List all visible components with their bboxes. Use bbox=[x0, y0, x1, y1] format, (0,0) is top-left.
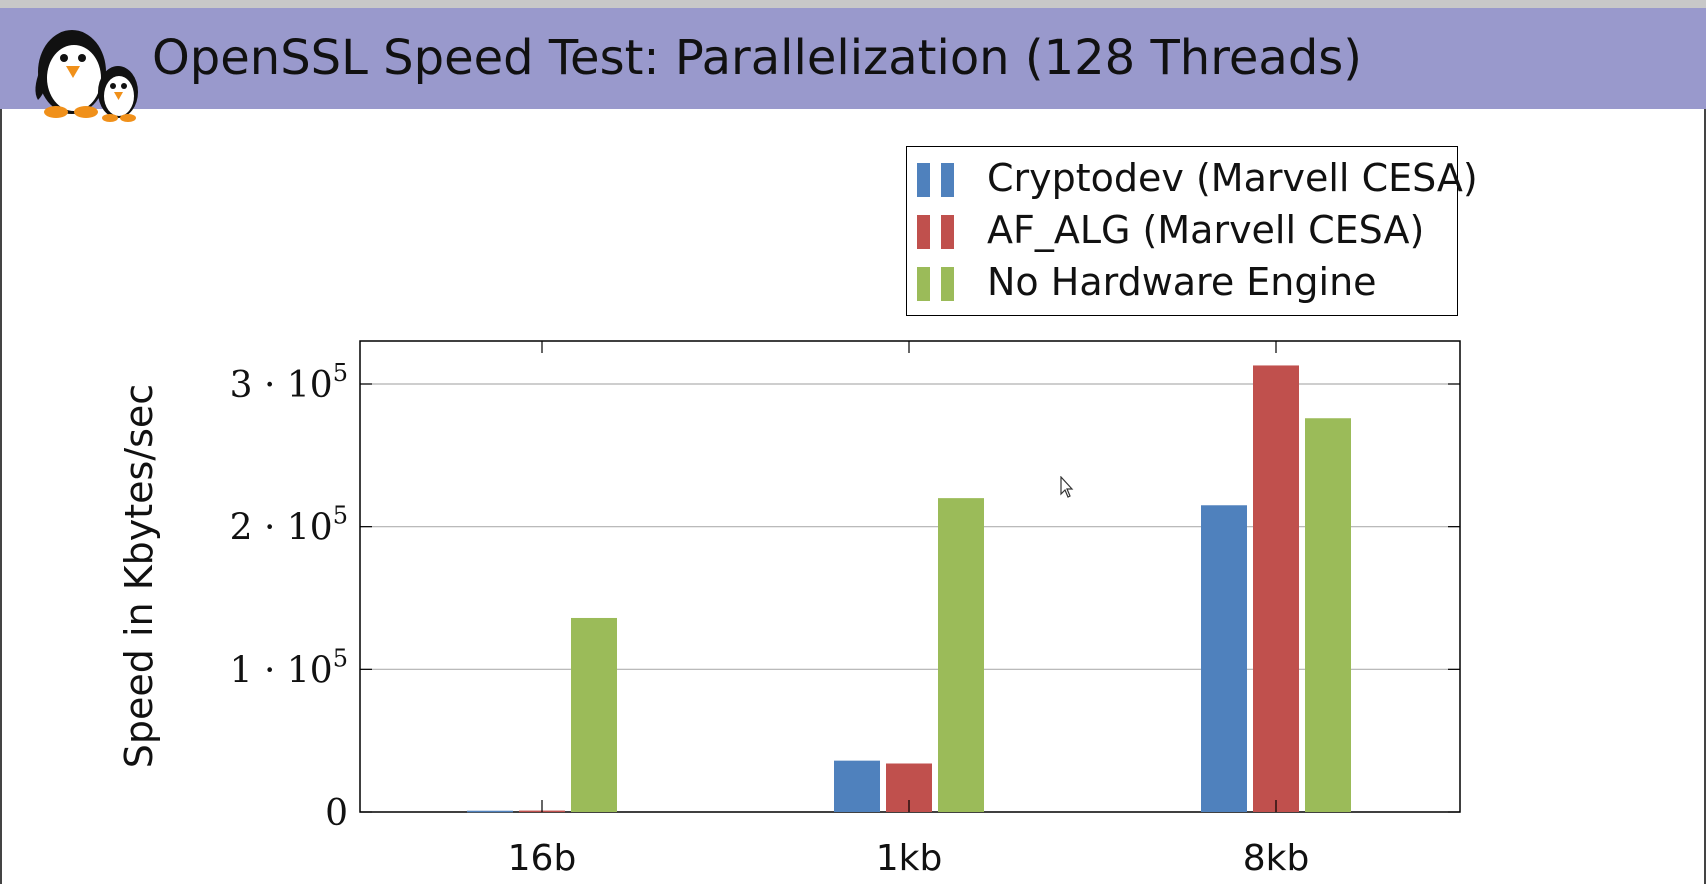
y-tick-label: 3 · 105 bbox=[230, 359, 348, 406]
chart-legend: Cryptodev (Marvell CESA) AF_ALG (Marvell… bbox=[906, 146, 1478, 316]
page-title: OpenSSL Speed Test: Parallelization (128… bbox=[152, 30, 1363, 86]
bar bbox=[834, 760, 880, 812]
legend-label: AF_ALG (Marvell CESA) bbox=[987, 208, 1425, 252]
legend-item-af-alg: AF_ALG (Marvell CESA) bbox=[917, 205, 1457, 255]
bar bbox=[1201, 505, 1247, 812]
window-top-edge bbox=[0, 0, 1706, 8]
slide-left-border bbox=[0, 109, 2, 884]
slide-header: OpenSSL Speed Test: Parallelization (128… bbox=[0, 8, 1706, 109]
y-tick-label: 2 · 105 bbox=[230, 502, 348, 549]
legend-swatch-bar bbox=[941, 267, 954, 301]
y-tick-label: 1 · 105 bbox=[230, 644, 348, 691]
legend-item-no-hardware: No Hardware Engine bbox=[917, 257, 1457, 307]
bar bbox=[1253, 365, 1299, 812]
legend-item-cryptodev: Cryptodev (Marvell CESA) bbox=[917, 153, 1478, 203]
penguin-logo-icon bbox=[35, 30, 138, 122]
legend-swatch-bar bbox=[917, 267, 930, 301]
bar bbox=[571, 617, 617, 812]
legend-swatch-no-hardware bbox=[917, 267, 957, 301]
legend-swatch-bar bbox=[941, 163, 954, 197]
mouse-pointer-icon bbox=[1060, 476, 1074, 498]
y-tick-label: 0 bbox=[325, 793, 348, 834]
bar bbox=[1305, 418, 1351, 812]
legend-label: No Hardware Engine bbox=[987, 260, 1377, 304]
legend-label: Cryptodev (Marvell CESA) bbox=[987, 156, 1478, 200]
bar bbox=[938, 498, 984, 812]
x-tick-label: 1kb bbox=[876, 838, 943, 879]
legend-swatch-af-alg bbox=[917, 215, 957, 249]
x-tick-label: 8kb bbox=[1243, 838, 1310, 879]
y-axis-label: Speed in Kbytes/sec bbox=[117, 384, 161, 768]
slide-right-border bbox=[1704, 109, 1706, 884]
legend-swatch-bar bbox=[941, 215, 954, 249]
x-tick-label: 16b bbox=[508, 838, 577, 879]
legend-swatch-bar bbox=[917, 215, 930, 249]
bar bbox=[467, 810, 513, 813]
legend-swatch-cryptodev bbox=[917, 163, 957, 197]
legend-swatch-bar bbox=[917, 163, 930, 197]
